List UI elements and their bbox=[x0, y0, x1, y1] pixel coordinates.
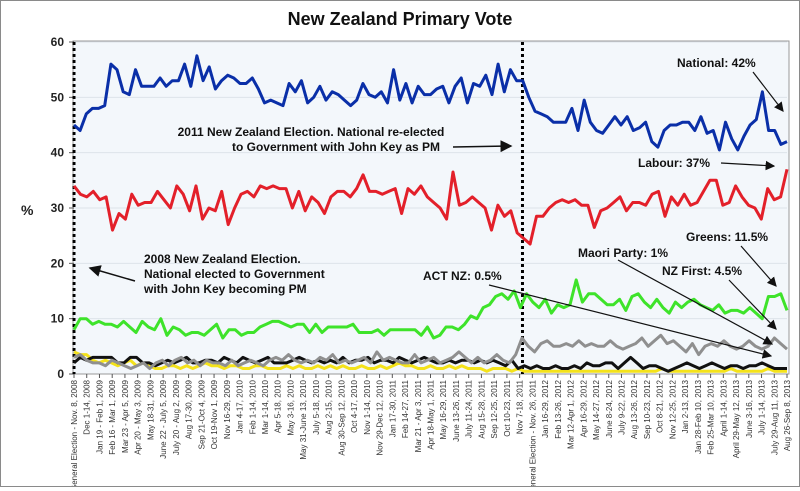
x-tick-label: July 5-18, 2010 bbox=[312, 379, 321, 434]
label-greens: Greens: 11.5% bbox=[686, 230, 768, 244]
x-tick-label: July 9-22, 2012 bbox=[617, 379, 626, 434]
x-tick-label: Mar 21 - Apr 3, 2011 bbox=[414, 379, 423, 452]
x-tick-label: Dec 1-14, 2008 bbox=[83, 379, 92, 434]
x-tick-label: June 3-16, 2013 bbox=[745, 379, 754, 437]
x-tick-label: Nov 7-18, 2011 bbox=[516, 379, 525, 434]
x-tick-label: Apr 20 - May 3, 2009 bbox=[134, 379, 143, 454]
x-tick-label: General Election - Nov. 8, 2008 bbox=[70, 379, 79, 486]
x-tick-label: Aug 26-Sep 8, 2013 bbox=[783, 379, 792, 451]
series-line-national bbox=[72, 54, 788, 152]
x-tick-label: Mar 1-14, 2010 bbox=[261, 379, 270, 434]
y-tick-label: 20 bbox=[51, 256, 65, 270]
x-tick-label: Jan 19 - Feb 1, 2009 bbox=[95, 379, 104, 453]
x-tick-label: Nov 12-25, 2012 bbox=[668, 379, 677, 439]
x-tick-label: Oct 19-Nov 1, 2009 bbox=[210, 379, 219, 449]
arrow-national bbox=[752, 71, 784, 112]
y-tick-label: 60 bbox=[51, 35, 65, 49]
annotation-2008-line-3: with John Key becoming PM bbox=[143, 282, 307, 296]
x-tick-label: July 29-Aug 11, 2013 bbox=[770, 379, 779, 455]
x-tick-label: Aug 30-Sep 12, 2010 bbox=[337, 379, 346, 455]
x-tick-label: General Election - Nov. 26, 2011 bbox=[528, 379, 537, 486]
x-tick-label: Nov 1-14, 2010 bbox=[363, 379, 372, 434]
x-tick-label: Mar 12-Apr 1, 2012 bbox=[567, 379, 576, 448]
x-tick-label: July 1-14, 2013 bbox=[758, 379, 767, 434]
y-tick-label: 50 bbox=[51, 90, 65, 104]
x-tick-label: July 20 - Aug 2, 2009 bbox=[172, 379, 181, 455]
x-tick-label: Aug 13-26, 2012 bbox=[630, 379, 639, 439]
x-tick-label: May 31-June 13, 2010 bbox=[299, 379, 308, 459]
x-tick-label: June 22 - July 5, 2009 bbox=[159, 379, 168, 458]
x-tick-label: Sep 12-25, 2011 bbox=[490, 379, 499, 438]
y-tick-label: 0 bbox=[57, 367, 64, 381]
x-tick-label: Jan 16-29, 2012 bbox=[541, 379, 550, 437]
x-tick-label: Mar 23 - Apr 5, 2009 bbox=[121, 379, 130, 452]
x-tick-label: Aug 2-15, 2010 bbox=[325, 379, 334, 434]
x-tick-label: Feb 1-14, 2010 bbox=[248, 379, 257, 434]
x-tick-label: Sep 10-23, 2012 bbox=[643, 379, 652, 439]
x-tick-label: Jan 17-30, 2011 bbox=[388, 379, 397, 437]
x-tick-label: Nov 16-29, 2009 bbox=[223, 379, 232, 439]
x-tick-label: May 14-27, 2012 bbox=[592, 379, 601, 440]
x-tick-label: May 16-29, 2011 bbox=[439, 379, 448, 439]
arrow-act-nz bbox=[488, 284, 773, 359]
x-tick-label: Oct 10-23, 2011 bbox=[503, 379, 512, 436]
annotation-2008: 2008 New Zealand Election. National elec… bbox=[88, 252, 325, 296]
series-line-greens bbox=[72, 278, 789, 340]
chart-title: New Zealand Primary Vote bbox=[288, 9, 513, 29]
x-tick-label: Aug 15-28, 2011 bbox=[477, 379, 486, 438]
annotation-2011-line-2: to Government with John Key as PM bbox=[232, 140, 440, 154]
x-tick-label: Jan 4-17, 2010 bbox=[236, 379, 245, 433]
x-tick-label: Sep 21-Oct 4, 2009 bbox=[197, 379, 206, 449]
x-tick-label: Apr 16-29, 2012 bbox=[579, 379, 588, 437]
series-line-labour bbox=[72, 168, 789, 246]
label-labour: Labour: 37% bbox=[638, 156, 710, 170]
y-tick-label: 40 bbox=[51, 146, 65, 160]
label-maori-party: Maori Party: 1% bbox=[578, 246, 668, 260]
y-axis-label: % bbox=[21, 202, 34, 218]
arrow-maori-party bbox=[617, 259, 774, 345]
y-tick-label: 30 bbox=[51, 201, 65, 215]
x-tick-label: Apr 5-18, 2010 bbox=[274, 379, 283, 432]
label-national: National: 42% bbox=[677, 56, 756, 70]
y-tick-label: 10 bbox=[51, 312, 65, 326]
annotation-2011-line-1: 2011 New Zealand Election. National re-e… bbox=[178, 125, 445, 139]
x-tick-label: Oct 4-17, 2010 bbox=[350, 379, 359, 432]
label-act-nz: ACT NZ: 0.5% bbox=[423, 269, 502, 283]
x-tick-label: Feb 14-27, 2011 bbox=[401, 379, 410, 438]
annotation-2011: 2011 New Zealand Election. National re-e… bbox=[178, 125, 513, 154]
x-tick-label: June 8-24, 2012 bbox=[605, 379, 614, 437]
x-tick-label: April 1-14, 2013 bbox=[719, 379, 728, 436]
arrow-labour bbox=[720, 160, 776, 171]
arrow-greens bbox=[740, 245, 777, 287]
arrow-nz-first bbox=[728, 279, 777, 330]
label-nz-first: NZ First: 4.5% bbox=[662, 264, 742, 278]
x-tick-label: Oct 8-21, 2012 bbox=[656, 379, 665, 432]
x-tick-label: Feb 25-Mar 10, 2013 bbox=[707, 379, 716, 454]
x-tick-label: May 3-16, 2010 bbox=[286, 379, 295, 435]
annotation-2008-line-1: 2008 New Zealand Election. bbox=[144, 252, 301, 266]
x-tick-label: Feb 13-26, 2012 bbox=[554, 379, 563, 438]
x-tick-label: Jan 2-13, 2013 bbox=[681, 379, 690, 433]
x-tick-label: Aug 17-30, 2009 bbox=[185, 379, 194, 439]
annotation-2011-arrow bbox=[452, 140, 513, 153]
x-tick-label: Apr 18-May 1, 2011 bbox=[427, 379, 436, 449]
x-tick-label: Jan 28-Feb 10, 2013 bbox=[694, 379, 703, 453]
x-tick-label: June 13-26, 2011 bbox=[452, 379, 461, 441]
x-tick-label: Nov 29-Dec 12, 2010 bbox=[376, 379, 385, 455]
x-tick-label: July 11-24, 2011 bbox=[465, 379, 474, 438]
series-line-nz-first bbox=[73, 333, 788, 370]
x-tick-label: April 29-May 12, 2013 bbox=[732, 379, 741, 458]
annotation-2008-arrow bbox=[88, 265, 136, 282]
x-tick-label: Feb 16 - Mar 1, 2009 bbox=[108, 379, 117, 454]
x-tick-label: May 18-31, 2009 bbox=[146, 379, 155, 440]
annotation-2008-line-2: National elected to Government bbox=[144, 267, 325, 281]
